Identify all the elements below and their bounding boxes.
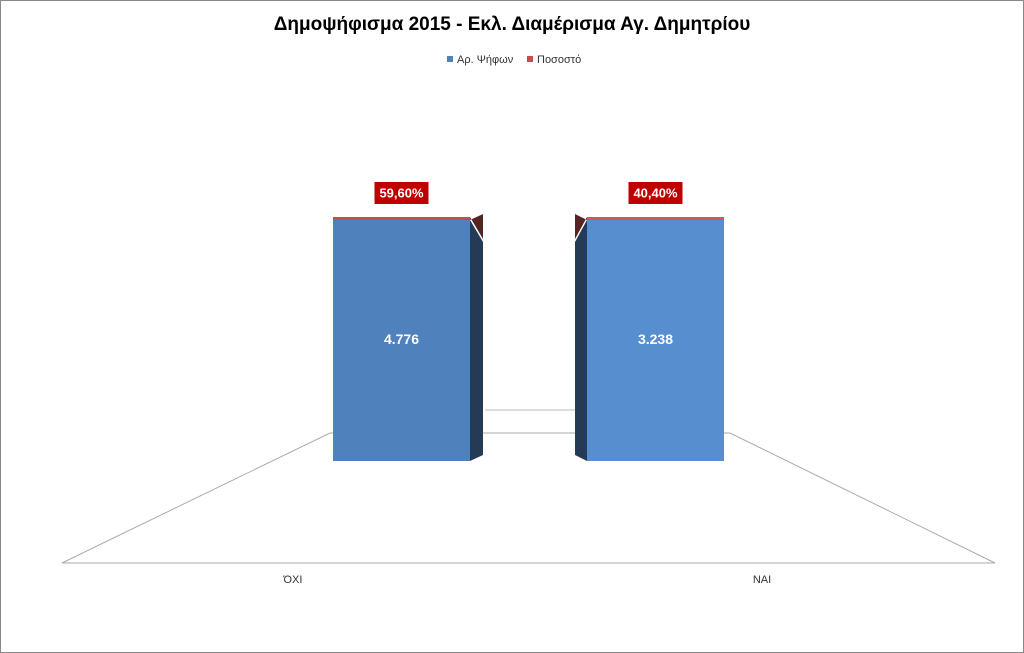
- x-tick-label: ΝΑΙ: [753, 574, 771, 586]
- plot-area: 4.776 59,60% 3.238 40,40% ΌΧΙ ΝΑΙ: [283, 182, 771, 586]
- legend: Αρ. Ψήφων Ποσοστό: [447, 54, 581, 66]
- bar-side: [470, 214, 483, 239]
- data-label: 40,40%: [633, 185, 678, 200]
- data-label-box: [628, 182, 683, 204]
- data-label: 4.776: [384, 331, 419, 347]
- data-label: 3.238: [638, 331, 673, 347]
- legend-label: Ποσοστό: [537, 54, 581, 66]
- bar: [587, 217, 724, 221]
- legend-swatch: [447, 56, 453, 62]
- legend-swatch: [527, 56, 533, 62]
- chart-title: Δημοψήφισμα 2015 - Εκλ. Διαμέρισμα Αγ. Δ…: [274, 14, 751, 35]
- bar-side: [575, 220, 587, 461]
- data-label-box: [374, 182, 429, 204]
- x-tick-label: ΌΧΙ: [283, 574, 303, 586]
- bar: [333, 217, 470, 221]
- data-label: 59,60%: [379, 185, 424, 200]
- floor: [61, 432, 996, 564]
- legend-label: Αρ. Ψήφων: [457, 54, 514, 66]
- bar: [333, 220, 470, 461]
- bar-side: [575, 214, 587, 239]
- bar-side: [470, 220, 483, 461]
- bar: [587, 220, 724, 461]
